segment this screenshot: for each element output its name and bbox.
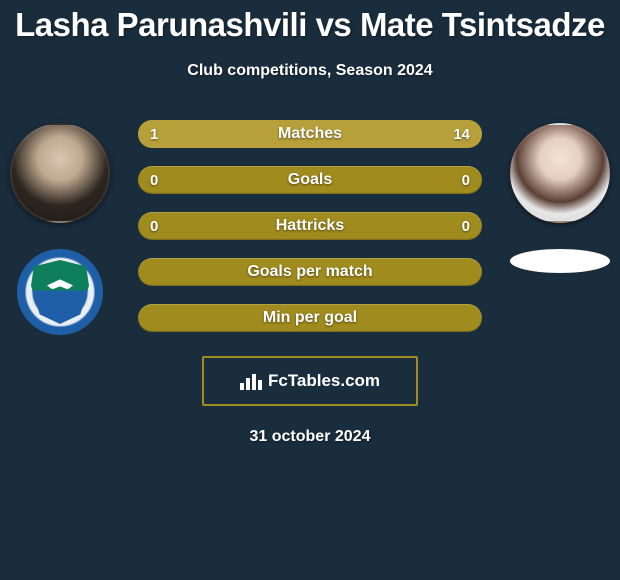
fctables-logo-icon — [240, 372, 262, 390]
stat-bar-hattricks: 0 Hattricks 0 — [138, 212, 482, 240]
stat-bars: 1 Matches 14 0 Goals 0 0 Hattricks 0 Goa… — [138, 120, 482, 332]
comparison-panel: 1 Matches 14 0 Goals 0 0 Hattricks 0 Goa… — [0, 120, 620, 446]
stat-value-left: 0 — [150, 212, 158, 240]
player-left-portrait — [10, 123, 110, 223]
branding-text: FcTables.com — [268, 371, 380, 391]
shield-icon — [31, 260, 89, 324]
stat-bar-goals-per-match: Goals per match — [138, 258, 482, 286]
branding-box: FcTables.com — [202, 356, 418, 406]
stat-bar-goals: 0 Goals 0 — [138, 166, 482, 194]
stat-label: Hattricks — [276, 217, 344, 235]
stat-fill-right — [159, 120, 482, 148]
stat-fill-left — [138, 120, 159, 148]
player-right-portrait — [510, 123, 610, 223]
stat-bar-min-per-goal: Min per goal — [138, 304, 482, 332]
player-left-column — [0, 120, 120, 335]
stat-label: Goals per match — [247, 263, 372, 281]
stat-label: Goals — [288, 171, 332, 189]
player-right-club-badge — [510, 249, 610, 273]
page-title: Lasha Parunashvili vs Mate Tsintsadze — [0, 0, 620, 44]
stat-value-right: 0 — [462, 212, 470, 240]
stat-value-left: 0 — [150, 166, 158, 194]
stat-value-right: 0 — [462, 166, 470, 194]
stat-label: Min per goal — [263, 309, 357, 327]
date-text: 31 october 2024 — [0, 428, 620, 446]
player-left-club-badge — [17, 249, 103, 335]
page-subtitle: Club competitions, Season 2024 — [0, 62, 620, 80]
stat-bar-matches: 1 Matches 14 — [138, 120, 482, 148]
player-right-column — [500, 120, 620, 273]
